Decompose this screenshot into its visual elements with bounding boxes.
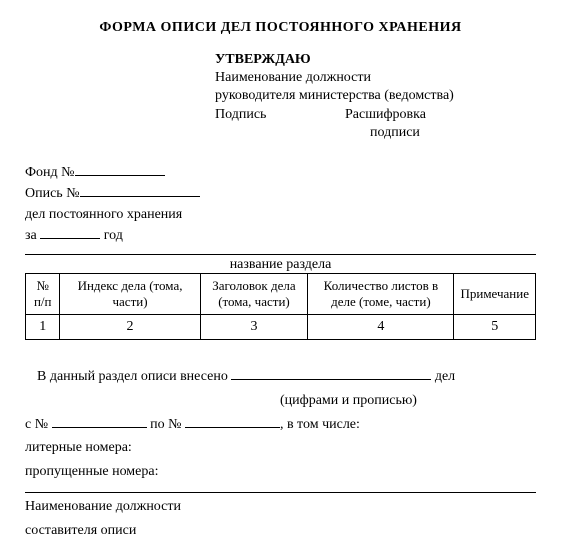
decode-label: Расшифровка — [345, 106, 426, 124]
footer-intro: В данный раздел описи внесено — [37, 369, 228, 384]
footer-literal: литерные номера: — [25, 436, 536, 460]
intro-blank — [231, 366, 431, 380]
fund-blank — [75, 162, 165, 176]
footer-from: с № — [25, 417, 48, 432]
footer-skipped: пропущенные номера: — [25, 460, 536, 484]
td-3: 3 — [200, 314, 308, 339]
year-label: год — [104, 228, 123, 243]
form-title: ФОРМА ОПИСИ ДЕЛ ПОСТОЯННОГО ХРАНЕНИЯ — [25, 20, 536, 36]
th-index: Индекс дела (тома, части) — [60, 273, 200, 314]
decode-sub: подписи — [370, 124, 536, 142]
td-1: 1 — [26, 314, 60, 339]
th-sheets: Количество листов в деле (томе, части) — [308, 273, 454, 314]
approve-line1: Наименование должности — [215, 69, 536, 87]
footer-compiler: составителя описи — [25, 519, 536, 543]
approve-heading: УТВЕРЖДАЮ — [215, 51, 536, 69]
table-header-row: № п/п Индекс дела (тома, части) Заголово… — [26, 273, 536, 314]
year-blank — [40, 225, 100, 239]
fund-label: Фонд № — [25, 165, 75, 180]
signature-label: Подпись — [215, 106, 345, 124]
section-title: название раздела — [25, 257, 536, 273]
th-note: Примечание — [454, 273, 536, 314]
footer-block: В данный раздел описи внесено дел (цифра… — [25, 365, 536, 543]
fields-block: Фонд № Опись № дел постоянного хранения … — [25, 162, 536, 246]
th-num: № п/п — [26, 273, 60, 314]
inventory-blank — [80, 183, 200, 197]
footer-cifr: (цифрами и прописью) — [280, 393, 417, 408]
to-blank — [185, 414, 280, 428]
inventory-label: Опись № — [25, 186, 80, 201]
approve-line2: руководителя министерства (ведомства) — [215, 87, 536, 105]
footer-to: по № — [150, 417, 181, 432]
table-row: 1 2 3 4 5 — [26, 314, 536, 339]
divider — [25, 254, 536, 255]
footer-including: , в том числе: — [280, 417, 360, 432]
cases-label: дел постоянного хранения — [25, 204, 536, 225]
divider-2 — [25, 492, 536, 493]
td-4: 4 — [308, 314, 454, 339]
td-2: 2 — [60, 314, 200, 339]
th-title: Заголовок дела (тома, части) — [200, 273, 308, 314]
td-5: 5 — [454, 314, 536, 339]
footer-position: Наименование должности — [25, 495, 536, 519]
approve-block: УТВЕРЖДАЮ Наименование должности руковод… — [215, 51, 536, 142]
footer-cases: дел — [435, 369, 455, 384]
from-blank — [52, 414, 147, 428]
inventory-table: № п/п Индекс дела (тома, части) Заголово… — [25, 273, 536, 340]
for-label: за — [25, 228, 37, 243]
